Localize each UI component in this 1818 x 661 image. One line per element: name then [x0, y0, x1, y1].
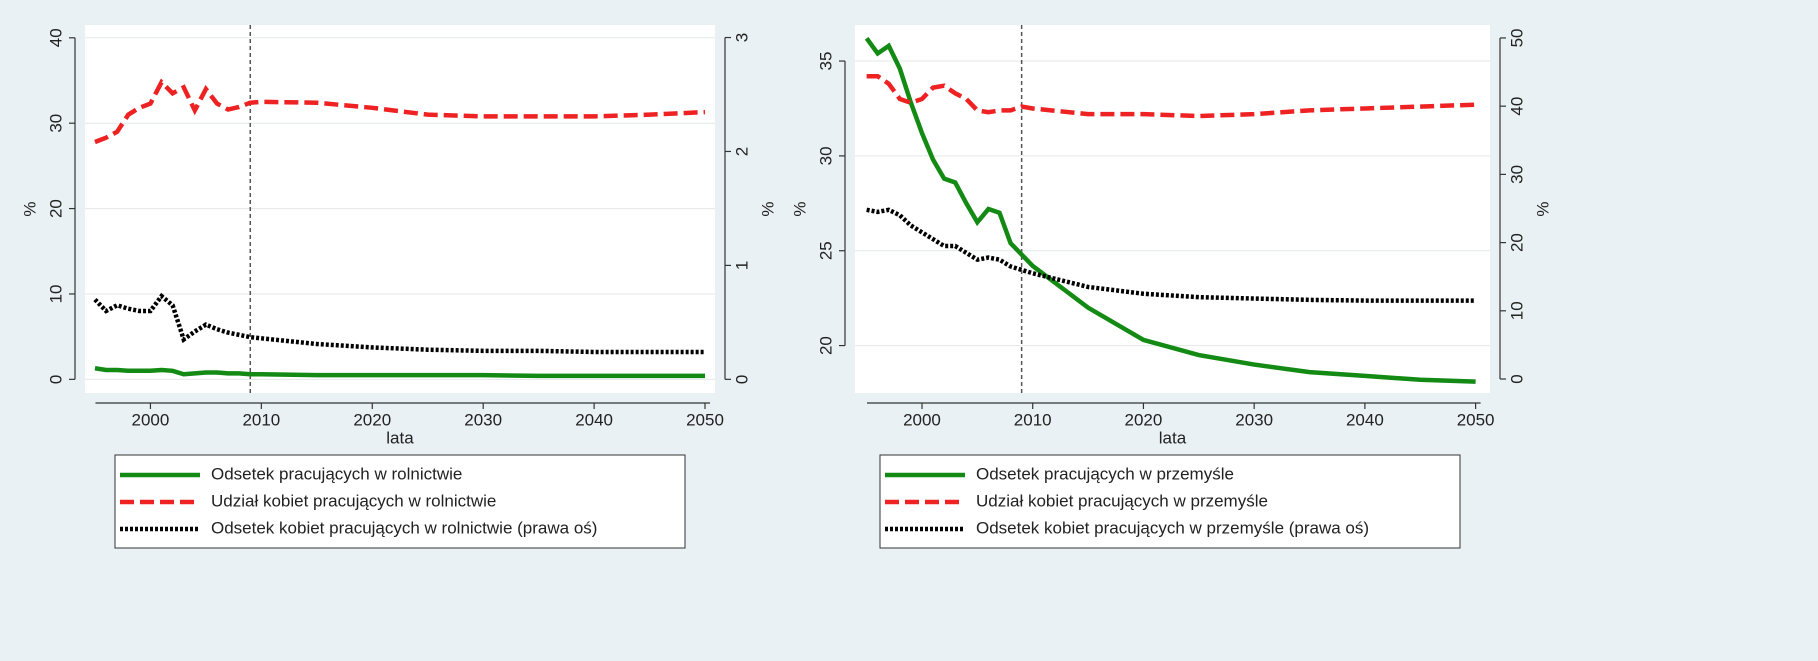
series-line [864, 36, 1476, 384]
x-tick-label: 2010 [1014, 410, 1052, 429]
x-tick-label: 2000 [132, 410, 170, 429]
y2-tick-label: 20 [1507, 233, 1526, 252]
x-tick-label: 2020 [353, 410, 391, 429]
y-tick-label: 20 [816, 336, 835, 355]
x-axis-label: lata [1159, 428, 1187, 447]
y2-tick-label: 1 [732, 261, 751, 270]
y2-axis-label: % [758, 201, 777, 216]
y2-tick-label: 3 [732, 33, 751, 42]
y-axis-label: % [20, 201, 39, 216]
y2-tick-label: 50 [1507, 28, 1526, 47]
series-line [94, 78, 706, 145]
legend [879, 454, 1461, 549]
y-tick-label: 40 [46, 28, 65, 47]
x-tick-label: 2020 [1125, 410, 1163, 429]
plot-area [855, 25, 1490, 393]
x-axis-label: lata [386, 428, 414, 447]
series-line [866, 207, 1476, 303]
legend-label: Odsetek kobiet pracujących w rolnictwie … [211, 518, 597, 537]
legend-label: Odsetek pracujących w przemyśle [976, 464, 1234, 483]
x-tick-label: 2030 [464, 410, 502, 429]
y2-tick-label: 40 [1507, 97, 1526, 116]
y2-tick-label: 0 [732, 375, 751, 384]
y-tick-label: 30 [46, 114, 65, 133]
y2-tick-label: 30 [1507, 165, 1526, 184]
series-line [93, 292, 706, 355]
y-tick-label: 10 [46, 284, 65, 303]
legend-label: Odsetek pracujących w rolnictwie [211, 464, 462, 483]
x-tick-label: 2000 [903, 410, 941, 429]
x-tick-label: 2040 [1346, 410, 1384, 429]
x-tick-label: 2030 [1235, 410, 1273, 429]
series-line [94, 366, 706, 379]
y-tick-label: 0 [46, 375, 65, 384]
x-tick-label: 2050 [686, 410, 724, 429]
legend-label: Odsetek kobiet pracujących w przemyśle (… [976, 518, 1369, 537]
y2-axis-label: % [1533, 201, 1552, 216]
y-axis-label: % [790, 201, 809, 216]
y-tick-label: 25 [816, 241, 835, 260]
series-line [866, 73, 1476, 119]
legend-label: Udział kobiet pracujących w przemyśle [976, 491, 1268, 510]
y-tick-label: 30 [816, 146, 835, 165]
legend-label: Udział kobiet pracujących w rolnictwie [211, 491, 496, 510]
y2-tick-label: 2 [732, 147, 751, 156]
legend [114, 454, 686, 549]
y2-tick-label: 0 [1507, 374, 1526, 383]
y-tick-label: 35 [816, 52, 835, 71]
y2-tick-label: 10 [1507, 301, 1526, 320]
x-tick-label: 2010 [242, 410, 280, 429]
x-tick-label: 2050 [1457, 410, 1495, 429]
x-tick-label: 2040 [575, 410, 613, 429]
y-tick-label: 20 [46, 199, 65, 218]
